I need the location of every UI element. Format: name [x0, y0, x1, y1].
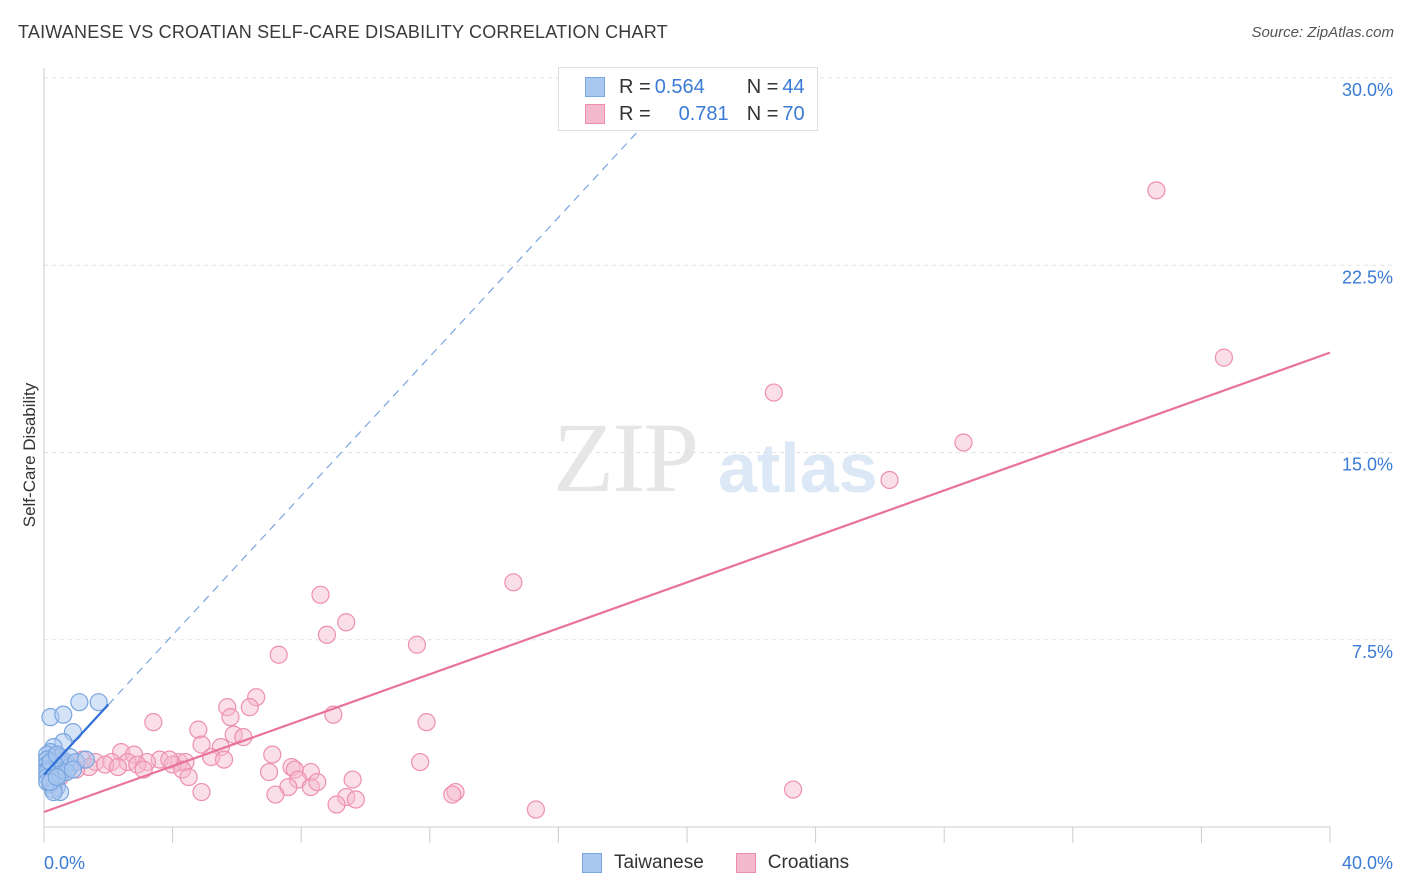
croatians-point	[954, 433, 973, 452]
croatians-point	[411, 752, 430, 772]
legend-item-taiwanese[interactable]: Taiwanese	[582, 852, 704, 874]
n-value: 44	[782, 75, 805, 98]
croatians-point	[163, 755, 182, 774]
croatians-point	[144, 713, 163, 732]
taiwanese-trend-extension	[107, 130, 640, 706]
croatians-point	[327, 795, 346, 814]
croatians-point	[259, 762, 279, 782]
taiwanese-points	[38, 693, 108, 802]
croatians-points	[44, 181, 1234, 819]
taiwanese-point	[89, 693, 108, 712]
y-tick-label: 15.0%	[1342, 455, 1393, 475]
taiwanese-point	[63, 760, 83, 779]
n-label: N =	[746, 75, 779, 98]
x-tick-label-max: 40.0%	[1342, 853, 1393, 873]
croatians-point	[443, 785, 462, 804]
croatians-point	[189, 720, 208, 739]
croatians-point	[337, 613, 356, 632]
n-label: N =	[746, 102, 779, 125]
croatians-point	[214, 750, 234, 769]
croatians-point	[263, 745, 282, 764]
croatians-point	[218, 698, 237, 717]
croatians-point	[880, 470, 899, 490]
watermark-zip: ZIP	[553, 402, 699, 513]
source-label: Source: ZipAtlas.com	[1251, 24, 1394, 41]
axis-labels: 7.5% 15.0% 22.5% 30.0% 0.0% 40.0% Self-Care Di…	[20, 80, 1393, 873]
croatians-point	[764, 383, 783, 402]
correlation-legend: R = 0.564 N = 44 R = 0.781 N = 70	[558, 67, 818, 131]
croatians-swatch	[735, 853, 756, 873]
croatians-point	[192, 735, 211, 754]
croatians-point	[108, 757, 128, 777]
croatians-point	[407, 635, 427, 654]
croatians-point	[1214, 348, 1234, 367]
croatians-point	[311, 585, 330, 604]
croatians-point	[526, 800, 545, 819]
croatians-point	[343, 770, 362, 789]
taiwanese-swatch	[582, 853, 602, 873]
r-label: R =	[619, 75, 651, 98]
y-tick-label: 30.0%	[1342, 80, 1393, 100]
taiwanese-swatch	[585, 77, 605, 97]
croatians-point	[783, 780, 803, 799]
croatians-point	[317, 625, 337, 644]
croatians-point	[173, 760, 192, 779]
series-legend: Taiwanese Croatians	[582, 852, 881, 874]
croatians-point	[179, 767, 198, 787]
y-tick-label: 7.5%	[1352, 642, 1393, 662]
croatians-point	[266, 785, 285, 804]
r-value: 0.781	[678, 102, 729, 125]
taiwanese-point	[47, 767, 66, 787]
legend-item-croatians[interactable]: Croatians	[735, 852, 850, 874]
r-value: 0.564	[654, 75, 705, 98]
axes	[43, 68, 1331, 843]
chart-title: TAIWANESE VS CROATIAN SELF-CARE DISABILI…	[18, 22, 668, 42]
watermark-atlas: atlas	[718, 429, 878, 507]
taiwanese-trend-dashed	[107, 130, 640, 706]
legend-label-croatians: Croatians	[767, 852, 850, 873]
croatians-point	[446, 782, 465, 802]
croatians-point	[240, 698, 259, 717]
croatians-swatch	[585, 104, 605, 124]
legend-row-croatians: R = 0.781 N = 70	[585, 101, 805, 127]
croatians-point	[417, 713, 436, 732]
y-axis-title: Self-Care Disability	[20, 382, 39, 527]
legend-label-taiwanese: Taiwanese	[614, 852, 704, 873]
croatians-point	[1147, 181, 1166, 200]
taiwanese-trend-line	[43, 703, 110, 776]
croatians-point	[221, 708, 240, 727]
croatians-point	[192, 782, 211, 802]
croatians-point	[504, 573, 523, 592]
taiwanese-point	[76, 750, 95, 769]
y-tick-label: 22.5%	[1342, 267, 1393, 287]
r-label: R =	[619, 102, 651, 125]
croatians-point	[247, 688, 266, 707]
x-tick-label-min: 0.0%	[44, 853, 85, 873]
croatians-point	[269, 645, 288, 664]
taiwanese-point	[54, 705, 73, 724]
taiwanese-point	[70, 693, 89, 712]
legend-row-taiwanese: R = 0.564 N = 44	[585, 74, 805, 100]
trend-lines	[43, 351, 1331, 814]
croatians-point	[308, 772, 327, 792]
n-value: 70	[782, 102, 805, 125]
croatians-trend-line	[43, 351, 1331, 814]
croatians-point	[346, 790, 365, 809]
